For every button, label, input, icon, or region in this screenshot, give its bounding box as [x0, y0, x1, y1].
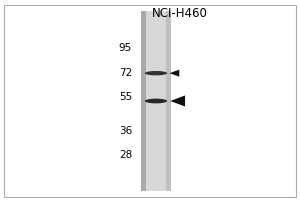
- Text: NCI-H460: NCI-H460: [152, 7, 208, 20]
- Polygon shape: [170, 95, 185, 107]
- Bar: [167, 11, 171, 191]
- Text: 72: 72: [119, 68, 132, 78]
- Ellipse shape: [145, 71, 167, 75]
- Text: 36: 36: [119, 126, 132, 136]
- Text: 55: 55: [119, 92, 132, 102]
- Bar: [146, 11, 167, 191]
- Bar: [141, 11, 146, 191]
- Ellipse shape: [145, 99, 167, 103]
- Polygon shape: [169, 70, 179, 77]
- Text: 28: 28: [119, 150, 132, 160]
- Text: 95: 95: [119, 43, 132, 53]
